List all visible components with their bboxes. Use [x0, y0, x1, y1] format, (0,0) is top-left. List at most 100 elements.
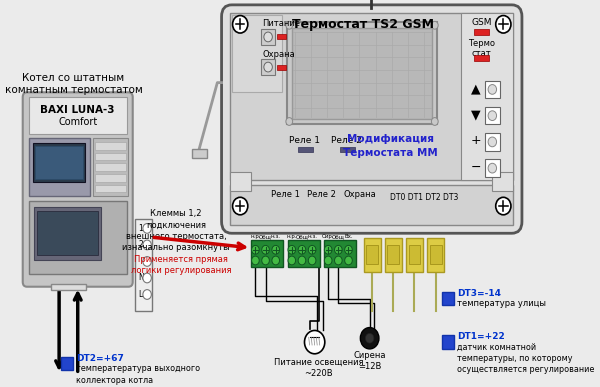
Bar — [230, 13, 514, 180]
Bar — [29, 138, 89, 196]
Text: н.р.: н.р. — [286, 234, 297, 239]
Circle shape — [262, 245, 269, 254]
Text: Питание освещения
~220В: Питание освещения ~220В — [274, 358, 364, 378]
Bar — [340, 147, 355, 152]
Text: Реле 1: Реле 1 — [289, 136, 320, 145]
Bar — [427, 238, 444, 272]
Circle shape — [361, 327, 379, 349]
Text: Термо
стат: Термо стат — [468, 39, 495, 58]
Bar — [33, 143, 85, 182]
Circle shape — [344, 256, 352, 265]
Circle shape — [488, 84, 497, 94]
Text: температура улицы: температура улицы — [457, 300, 546, 308]
Circle shape — [233, 197, 248, 215]
Bar — [277, 65, 286, 70]
Text: Котел со штатным: Котел со штатным — [22, 73, 125, 83]
Bar — [95, 152, 126, 160]
Bar — [230, 185, 514, 226]
Circle shape — [488, 163, 497, 173]
Bar — [298, 147, 313, 152]
Text: температература выходного
коллектора котла: температература выходного коллектора кот… — [76, 365, 200, 385]
Text: Применяется прямая
логики регулирования: Применяется прямая логики регулирования — [131, 255, 231, 275]
Bar — [385, 238, 402, 272]
Bar — [95, 142, 126, 150]
Text: н.р.: н.р. — [250, 234, 261, 239]
Bar — [461, 13, 514, 180]
Circle shape — [335, 256, 342, 265]
Circle shape — [488, 111, 497, 120]
Text: Охрана: Охрана — [262, 50, 295, 58]
Bar — [388, 245, 399, 264]
Text: Общ: Общ — [295, 234, 308, 239]
Text: Сир.: Сир. — [322, 234, 334, 239]
Circle shape — [272, 256, 280, 265]
Bar — [95, 185, 126, 192]
Text: Реле 1: Реле 1 — [271, 190, 299, 199]
Circle shape — [262, 256, 269, 265]
Bar — [485, 159, 500, 177]
Bar — [29, 97, 127, 134]
Text: Реле 2: Реле 2 — [331, 136, 362, 145]
Bar — [485, 80, 500, 98]
Text: DT3=-14: DT3=-14 — [457, 289, 501, 298]
Text: DT0 DT1 DT2 DT3: DT0 DT1 DT2 DT3 — [391, 194, 459, 202]
Circle shape — [143, 240, 151, 250]
Text: Вх.: Вх. — [344, 234, 353, 239]
Bar — [364, 238, 380, 272]
Bar — [409, 245, 421, 264]
Bar — [61, 357, 73, 370]
Circle shape — [325, 245, 332, 254]
Circle shape — [288, 256, 296, 265]
Circle shape — [264, 62, 272, 72]
Bar — [474, 55, 489, 61]
Bar — [442, 291, 454, 305]
Bar — [324, 240, 356, 267]
Text: GSM: GSM — [471, 19, 491, 27]
Circle shape — [143, 224, 151, 233]
Text: BAXI LUNA-3: BAXI LUNA-3 — [40, 105, 115, 115]
Bar — [230, 172, 251, 192]
Circle shape — [298, 245, 306, 254]
Text: Реле 2: Реле 2 — [307, 190, 336, 199]
Bar — [366, 245, 378, 264]
Text: DT1=+22: DT1=+22 — [457, 332, 505, 341]
Text: Охрана: Охрана — [343, 190, 376, 199]
Circle shape — [264, 32, 272, 42]
Text: Comfort: Comfort — [58, 116, 97, 127]
Circle shape — [251, 245, 259, 254]
Text: н.з.: н.з. — [307, 234, 317, 239]
Bar — [95, 174, 126, 182]
Bar — [287, 240, 320, 267]
Bar — [485, 107, 500, 124]
Text: Общ: Общ — [332, 234, 345, 239]
Circle shape — [143, 257, 151, 266]
Bar — [292, 28, 432, 118]
Text: L: L — [139, 290, 143, 299]
FancyBboxPatch shape — [23, 92, 133, 287]
Bar — [95, 163, 126, 171]
Circle shape — [335, 245, 342, 254]
Circle shape — [298, 256, 306, 265]
FancyBboxPatch shape — [221, 5, 522, 233]
Bar — [406, 238, 423, 272]
Circle shape — [251, 256, 259, 265]
Text: N: N — [139, 274, 145, 283]
Text: 2: 2 — [139, 240, 143, 250]
Circle shape — [272, 245, 280, 254]
Bar — [287, 22, 437, 124]
Circle shape — [286, 21, 293, 29]
Text: комнатным термостатом: комнатным термостатом — [5, 84, 142, 94]
Circle shape — [288, 245, 296, 254]
Text: ▲: ▲ — [472, 82, 481, 95]
Bar — [262, 29, 275, 45]
Text: Питание: Питание — [262, 19, 300, 28]
Bar — [277, 34, 286, 39]
Bar — [430, 245, 442, 264]
Bar — [93, 138, 128, 196]
Bar — [262, 59, 275, 75]
Circle shape — [233, 15, 248, 33]
Bar — [192, 149, 207, 158]
Circle shape — [496, 197, 511, 215]
Text: −: − — [471, 161, 482, 174]
Text: Общ: Общ — [259, 234, 272, 239]
